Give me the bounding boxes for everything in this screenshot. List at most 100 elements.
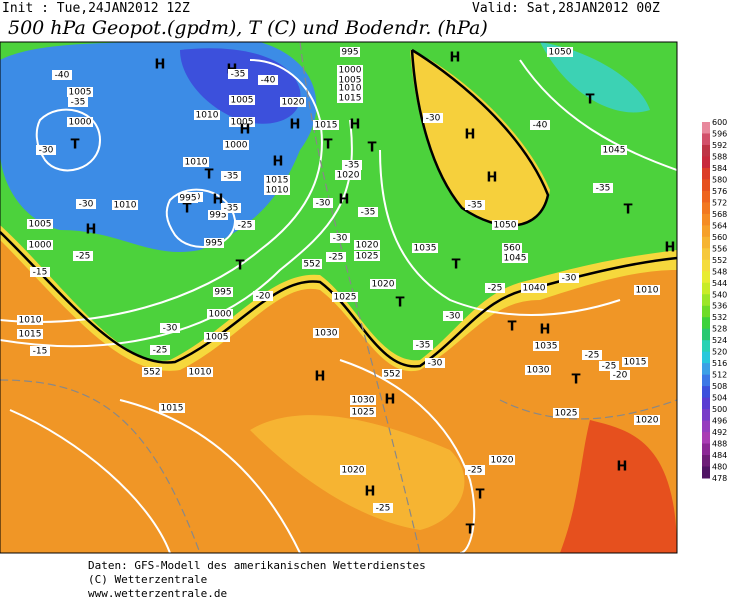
label-box (330, 233, 350, 243)
colorbar-cell (702, 259, 710, 272)
colorbar-cell (702, 386, 710, 399)
colorbar-cell (702, 190, 710, 203)
colorbar-label: 524 (712, 336, 727, 345)
label-box (264, 175, 290, 185)
label-box (221, 203, 241, 213)
label-box (593, 183, 613, 193)
contour-label: -35 (468, 201, 483, 211)
contour-label: 1000 (339, 66, 362, 76)
contour-label: 1005 (231, 96, 254, 106)
contour-label: 1050 (549, 48, 572, 58)
contour-label: 1005 (206, 333, 229, 343)
contour-label: 1010 (266, 186, 289, 196)
colorbar-cell (702, 305, 710, 318)
colorbar-label: 552 (712, 256, 727, 265)
contour-label: -30 (428, 359, 443, 369)
label-box (183, 157, 209, 167)
contour-label: -30 (39, 146, 54, 156)
contour-label: 560 (503, 244, 520, 254)
label-box (332, 292, 358, 302)
contour (0, 119, 353, 348)
label-box (423, 113, 443, 123)
colorbar-cell (702, 397, 710, 410)
contour-label: 1030 (315, 329, 338, 339)
pressure-center: H (339, 193, 350, 208)
colorbar-label: 556 (712, 244, 727, 253)
label-box (489, 455, 515, 465)
label-box (502, 243, 522, 253)
colorbar-cell (702, 271, 710, 284)
contour-label: 1020 (491, 456, 514, 466)
temp-line (499, 399, 677, 420)
pressure-center: H (213, 193, 224, 208)
contour-label: -25 (468, 466, 483, 476)
label-box (525, 365, 551, 375)
colorbar-label: 576 (712, 187, 727, 196)
contour (379, 149, 621, 316)
contour (0, 59, 323, 323)
colorbar-label: 478 (712, 474, 727, 483)
contour-label: -25 (153, 346, 168, 356)
label-box (36, 145, 56, 155)
contour-label: 1020 (636, 416, 659, 426)
init-time: Init : Tue,24JAN2012 12Z (2, 1, 190, 16)
temp-line (299, 42, 421, 553)
contour-label: -20 (613, 371, 628, 381)
colorbar-cell (702, 156, 710, 169)
contour-label: -35 (345, 161, 360, 171)
contour-label: 1000 (29, 241, 52, 251)
contour-label: 1005 (29, 220, 52, 230)
contour (410, 48, 550, 227)
label-box (354, 251, 380, 261)
label-box (204, 332, 230, 342)
contour-label: 1015 (19, 330, 42, 340)
colorbar-label: 560 (712, 233, 727, 242)
pressure-center: H (450, 51, 461, 66)
label-box (412, 243, 438, 253)
contour-label: -30 (446, 312, 461, 322)
contour-label: 1025 (334, 293, 357, 303)
pressure-center: H (365, 485, 376, 500)
contour-label: -35 (224, 204, 239, 214)
label-box (112, 200, 138, 210)
label-box (465, 200, 485, 210)
contour-label: 1005 (231, 118, 254, 128)
colorbar-label: 504 (712, 394, 727, 403)
colorbar-cell (702, 455, 710, 468)
label-box (340, 47, 360, 57)
pressure-center: T (508, 320, 517, 335)
label-box (264, 185, 290, 195)
colorbar-cell (702, 317, 710, 330)
contour-label: 1000 (209, 310, 232, 320)
low-core (180, 48, 301, 124)
colorbar-label: 592 (712, 141, 727, 150)
label-box (610, 370, 630, 380)
label-box (502, 253, 528, 263)
contour-label: 1015 (161, 404, 184, 414)
contour-label: -35 (71, 98, 86, 108)
contour-label: 995 (209, 211, 226, 221)
colorbar-label: 600 (712, 118, 727, 127)
contour-label: -30 (163, 324, 178, 334)
contour-label: 1020 (342, 466, 365, 476)
label-box (465, 465, 485, 475)
pressure-center: T (466, 523, 475, 538)
label-box (229, 95, 255, 105)
label-box (204, 238, 224, 248)
pressure-center: H (240, 123, 251, 138)
label-box (634, 415, 660, 425)
colorbar-label: 588 (712, 152, 727, 161)
colorbar-label: 536 (712, 302, 727, 311)
label-box (258, 75, 278, 85)
label-box (160, 323, 180, 333)
pressure-center: T (205, 168, 214, 183)
pressure-center: H (273, 155, 284, 170)
label-box (370, 279, 396, 289)
label-box (533, 341, 559, 351)
colorbar-label: 488 (712, 440, 727, 449)
colorbar-cell (702, 420, 710, 433)
label-box (207, 309, 233, 319)
contour-label: 1040 (523, 284, 546, 294)
colorbar-label: 532 (712, 313, 727, 322)
colorbar-label: 484 (712, 451, 727, 460)
